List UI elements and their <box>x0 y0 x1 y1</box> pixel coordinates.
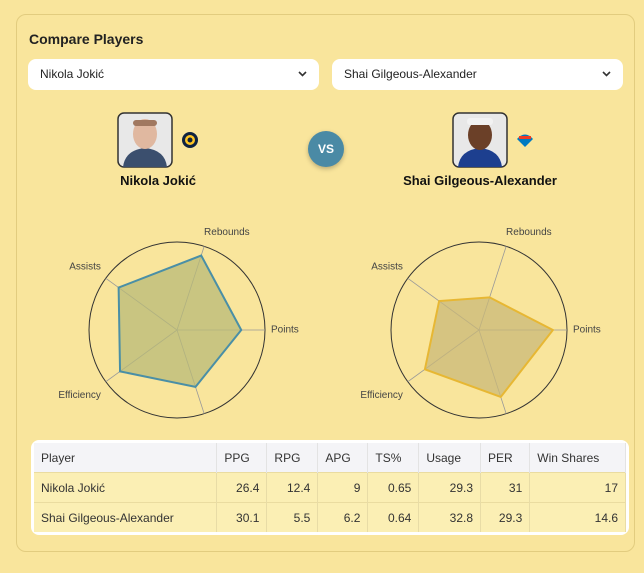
radar-chart: Points Rebounds Assists Efficiency Usage <box>360 227 601 425</box>
table-cell: 29.3 <box>418 472 482 503</box>
radar-area <box>117 254 243 389</box>
column-header: Usage <box>418 443 482 473</box>
column-header: RPG <box>266 443 319 473</box>
chevron <box>298 71 307 77</box>
table-cell: 31 <box>480 472 531 503</box>
table-row: Shai Gilgeous-Alexander 30.1 5.5 6.2 0.64 32.… <box>34 502 626 532</box>
radar-area <box>423 296 555 399</box>
table-cell: 9 <box>317 472 369 503</box>
stats-table: Player PPG RPG APG TS% Usage PER Win Shares Niko… <box>31 440 629 535</box>
column-header: APG <box>317 443 369 473</box>
table-cell: Nikola Jokić <box>34 472 218 503</box>
axis-label: Usage <box>204 424 233 425</box>
table-cell: 12.4 <box>266 472 319 503</box>
axis-label: Rebounds <box>506 227 552 238</box>
axis-label: Efficiency <box>360 390 403 401</box>
axis-label: Assists <box>69 261 101 272</box>
table-cell: 26.4 <box>216 472 268 503</box>
table-cell: 14.6 <box>529 502 626 532</box>
title: Compare Players <box>29 31 144 47</box>
column-header: TS% <box>367 443 420 473</box>
table-cell: 17 <box>529 472 626 503</box>
axis-label: Points <box>573 325 601 336</box>
radar-chart: Points Rebounds Assists Efficiency Usage <box>58 227 299 425</box>
vs-badge: VS <box>308 131 344 167</box>
axis-label: Efficiency <box>58 390 101 401</box>
table-cell: 0.65 <box>367 472 420 503</box>
column-header: PPG <box>216 443 268 473</box>
card <box>16 14 635 552</box>
table-cell: Shai Gilgeous-Alexander <box>34 502 218 532</box>
column-header: Win Shares <box>529 443 626 473</box>
player-name: Nikola Jokić <box>120 173 196 188</box>
table-cell: 6.2 <box>317 502 369 532</box>
player-select[interactable]: Nikola Jokić <box>28 59 319 90</box>
player-photo <box>452 112 508 168</box>
player-photo <box>117 112 173 168</box>
axis-label: Points <box>271 325 299 336</box>
table-cell: 0.64 <box>367 502 420 532</box>
table-cell: 5.5 <box>266 502 319 532</box>
team-logo <box>182 132 198 148</box>
column-header: Player <box>34 443 218 473</box>
table-row: Nikola Jokić 26.4 12.4 9 0.65 29.3 31 17 <box>34 472 626 503</box>
column-header: PER <box>480 443 531 473</box>
team-logo <box>517 134 533 147</box>
select-value: Nikola Jokić <box>40 67 105 81</box>
axis-label: Assists <box>371 261 403 272</box>
axis-label: Usage <box>506 424 535 425</box>
axis-label: Rebounds <box>204 227 250 238</box>
chevron <box>602 71 611 77</box>
player-select[interactable]: Shai Gilgeous-Alexander <box>332 59 623 90</box>
player-name: Shai Gilgeous-Alexander <box>403 173 557 188</box>
table-cell: 32.8 <box>418 502 482 532</box>
table-cell: 30.1 <box>216 502 268 532</box>
table-cell: 29.3 <box>480 502 531 532</box>
select-value: Shai Gilgeous-Alexander <box>344 67 477 81</box>
table: Player PPG RPG APG TS% Usage PER Win Shares Niko… <box>34 443 626 532</box>
